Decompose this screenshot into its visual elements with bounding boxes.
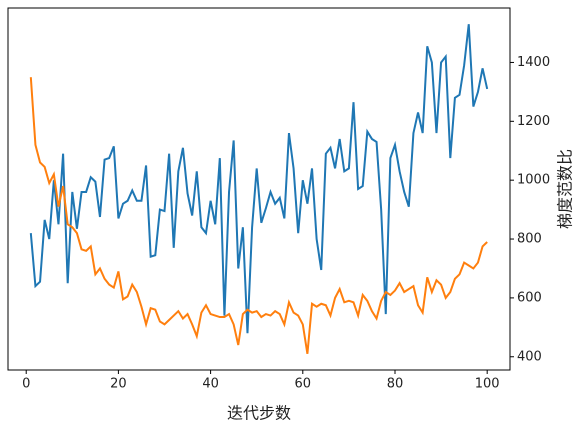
x-tick-label: 40 xyxy=(202,377,219,392)
y2-tick-label: 800 xyxy=(517,232,542,247)
x-tick-label: 0 xyxy=(22,377,30,392)
y2-tick-label: 400 xyxy=(517,349,542,364)
x-tick-label: 20 xyxy=(110,377,127,392)
x-axis-label: 迭代步数 xyxy=(227,404,291,423)
x-tick-label: 60 xyxy=(295,377,312,392)
y2-tick-label: 1200 xyxy=(517,114,550,129)
y2-tick-label: 1400 xyxy=(517,55,550,70)
y2-axis-label: 梯度范数比 xyxy=(556,149,575,229)
plot-frame xyxy=(7,7,511,371)
line-series xyxy=(29,77,488,354)
y2-tick-label: 1000 xyxy=(517,173,550,188)
x-tick-label: 100 xyxy=(475,377,500,392)
x-tick-label: 80 xyxy=(387,377,404,392)
line-series xyxy=(29,24,489,334)
y2-tick-label: 600 xyxy=(517,290,542,305)
